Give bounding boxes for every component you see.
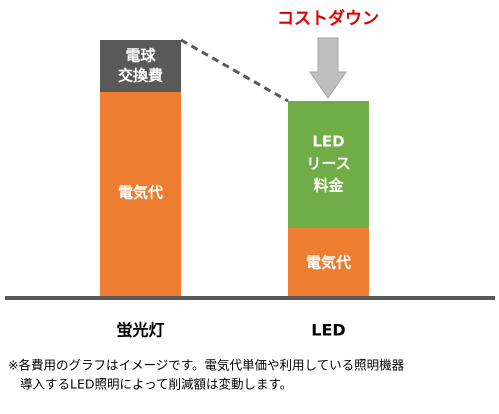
connector [180, 38, 289, 103]
bulb-cost-block [100, 40, 181, 92]
electricity-block [288, 228, 369, 297]
note-line: 導入するLED照明によって削減額は変動します。 [20, 377, 292, 392]
electricity-block [100, 92, 181, 297]
segment-label: リース [306, 155, 350, 173]
segment-label: 電気代 [118, 184, 163, 202]
down-arrow [309, 37, 347, 99]
bar-label: LED [311, 321, 345, 340]
segment-label: 電球 [125, 47, 156, 65]
segment-label: 交換費 [118, 67, 163, 85]
bar-label: 蛍光灯 [116, 321, 164, 340]
lease-block [288, 101, 369, 228]
segment-label: LED [312, 133, 344, 151]
segment-label: 電気代 [306, 254, 351, 272]
note-line: ※各費用のグラフはイメージです。電気代単価や利用している照明機器 [8, 358, 405, 373]
segment-label: 料金 [313, 177, 344, 195]
callout: コストダウン [277, 8, 379, 29]
